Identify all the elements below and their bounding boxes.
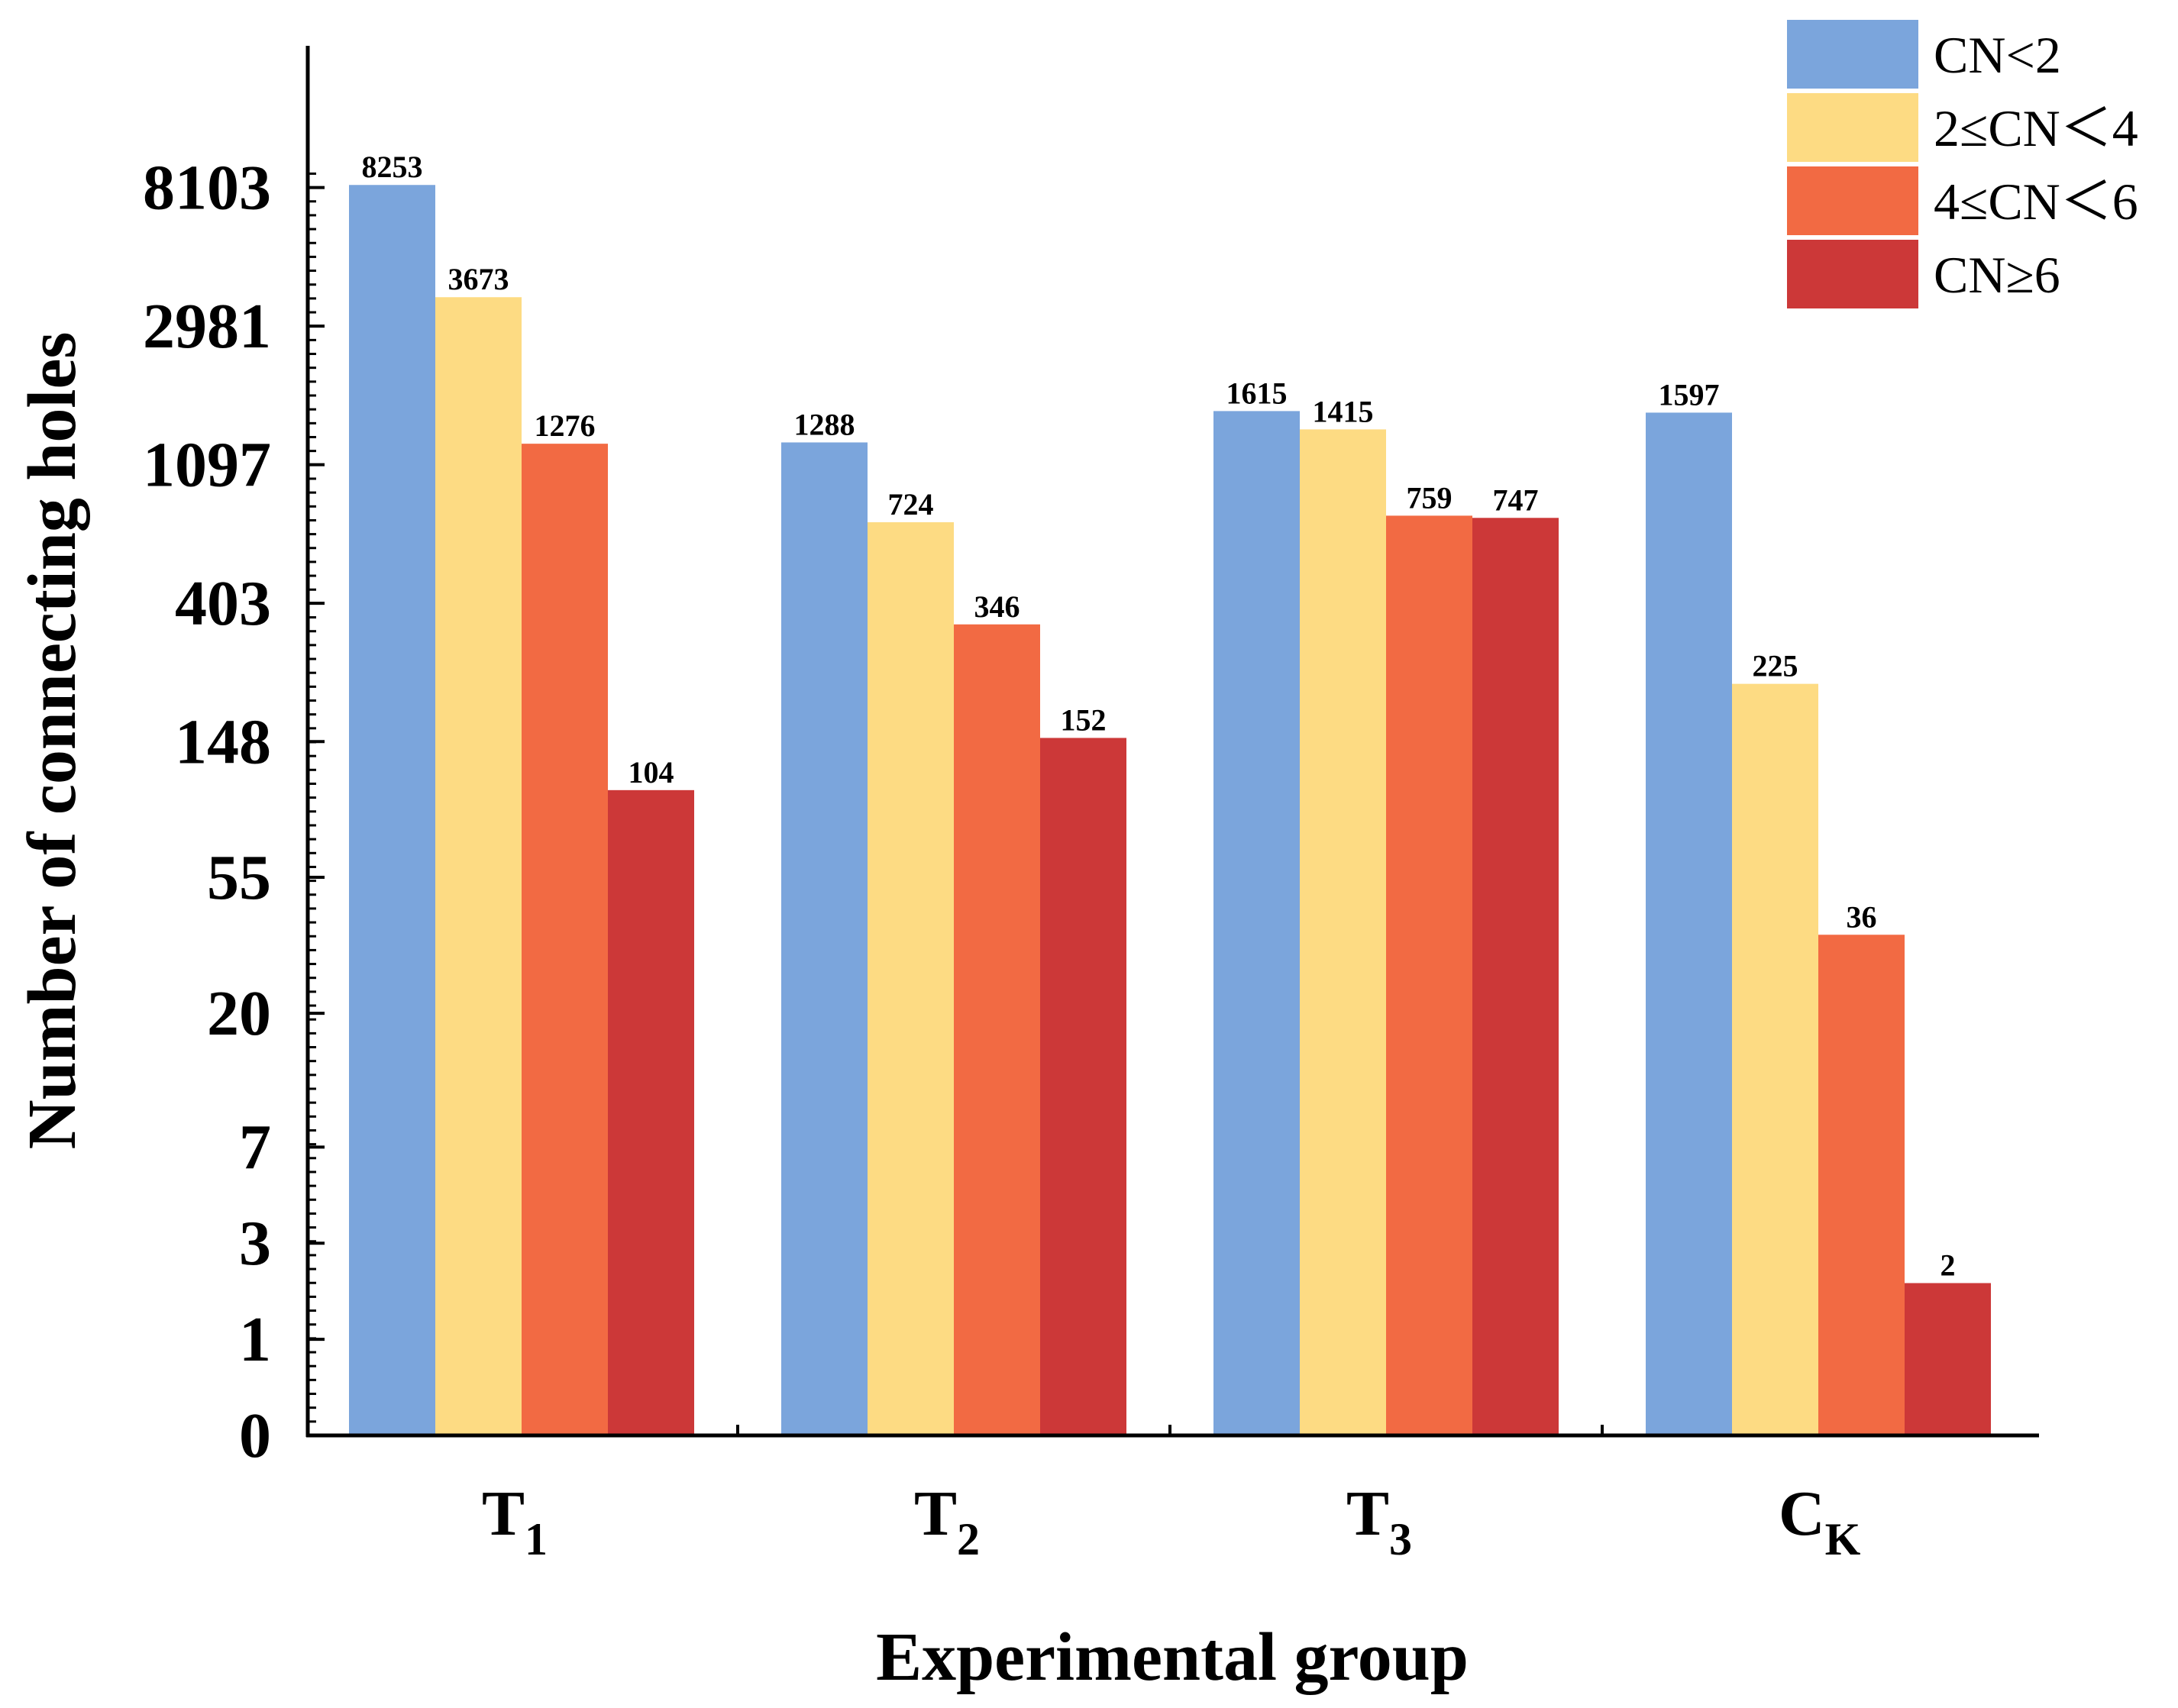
legend-swatch [1787,240,1918,308]
data-label: 8253 [362,150,423,184]
y-tick-label: 3 [239,1208,271,1279]
data-label: 346 [974,589,1020,624]
data-label: 1415 [1313,394,1374,428]
y-tick-label: 148 [175,706,271,777]
data-label: 759 [1407,480,1453,515]
legend-label: CN≥6 [1934,246,2060,304]
y-axis: 0 1 3 7 20 55 148 403 1097 2981 8103 [143,46,325,1471]
x-tick-label-sub: 3 [1389,1514,1412,1564]
bar-CN≥6-2 [1472,518,1559,1436]
y-tick-label: 2981 [143,291,271,362]
bar-4≤CN＜6-3 [1818,935,1905,1435]
bar-CN<2-3 [1646,412,1732,1435]
data-label: 36 [1847,899,1877,934]
y-tick-label: 1 [239,1304,271,1375]
x-axis-title: Experimental group [876,1619,1469,1695]
x-tick-label-main: T [482,1478,525,1549]
data-label: 225 [1753,649,1798,683]
legend-label: 2≤CN＜4 [1934,99,2138,157]
bar-CN<2-2 [1213,411,1300,1435]
legend-swatch [1787,20,1918,89]
x-tick-label-sub: 1 [525,1514,548,1564]
x-tick-label-main: T [1346,1478,1389,1549]
data-label: 1597 [1659,377,1720,412]
legend-label: 4≤CN＜6 [1934,173,2138,231]
y-tick-label: 0 [239,1400,271,1471]
legend-swatch [1787,93,1918,162]
bar-CN<2-1 [781,442,868,1435]
y-tick-label: 1097 [143,430,271,501]
data-label: 724 [888,487,934,521]
bar-CN≥6-3 [1905,1283,1991,1435]
legend-swatch [1787,166,1918,235]
y-axis-title: Number of connecting holes [15,332,90,1150]
bar-CN<2-0 [349,185,435,1435]
bar-2≤CN＜4-2 [1300,429,1386,1435]
x-tick-label-sub: K [1825,1514,1861,1564]
bar-4≤CN＜6-1 [954,624,1040,1435]
bar-2≤CN＜4-0 [435,297,522,1435]
bar-2≤CN＜4-3 [1732,683,1818,1435]
data-label: 1288 [794,407,855,441]
bar-2≤CN＜4-1 [868,521,954,1436]
y-tick-label: 8103 [143,153,271,224]
x-tick-label: T1 [482,1478,548,1564]
x-tick-label: CK [1779,1478,1861,1564]
x-axis: T1 T2 T3 CK [306,1425,2039,1564]
data-label: 152 [1061,702,1107,737]
x-tick-label-main: C [1779,1478,1825,1549]
legend: CN<2 2≤CN＜4 4≤CN＜6 CN≥6 [1787,20,2138,308]
bars-layer [349,185,1991,1436]
bar-CN≥6-0 [608,789,694,1435]
y-tick-label: 7 [239,1112,271,1183]
y-tick-label: 20 [207,978,271,1049]
bar-CN≥6-1 [1040,738,1126,1435]
bar-4≤CN＜6-0 [522,444,608,1435]
data-label: 1276 [535,408,596,443]
data-label: 1615 [1226,376,1288,410]
x-tick-label: T3 [1346,1478,1412,1564]
legend-label: CN<2 [1934,26,2061,84]
y-tick-label: 55 [207,842,271,913]
data-label: 104 [629,755,674,789]
x-tick-label-sub: 2 [957,1514,980,1564]
data-label: 3673 [448,262,509,296]
x-tick-label-main: T [914,1478,957,1549]
data-label: 747 [1493,483,1539,517]
bar-4≤CN＜6-2 [1386,515,1472,1435]
y-tick-label: 403 [175,568,271,639]
data-label: 2 [1940,1248,1956,1282]
data-labels-layer: 8253 1288 1615 1597 3673 724 1415 225 1276 346 759… [362,150,1956,1282]
x-tick-label: T2 [914,1478,980,1564]
